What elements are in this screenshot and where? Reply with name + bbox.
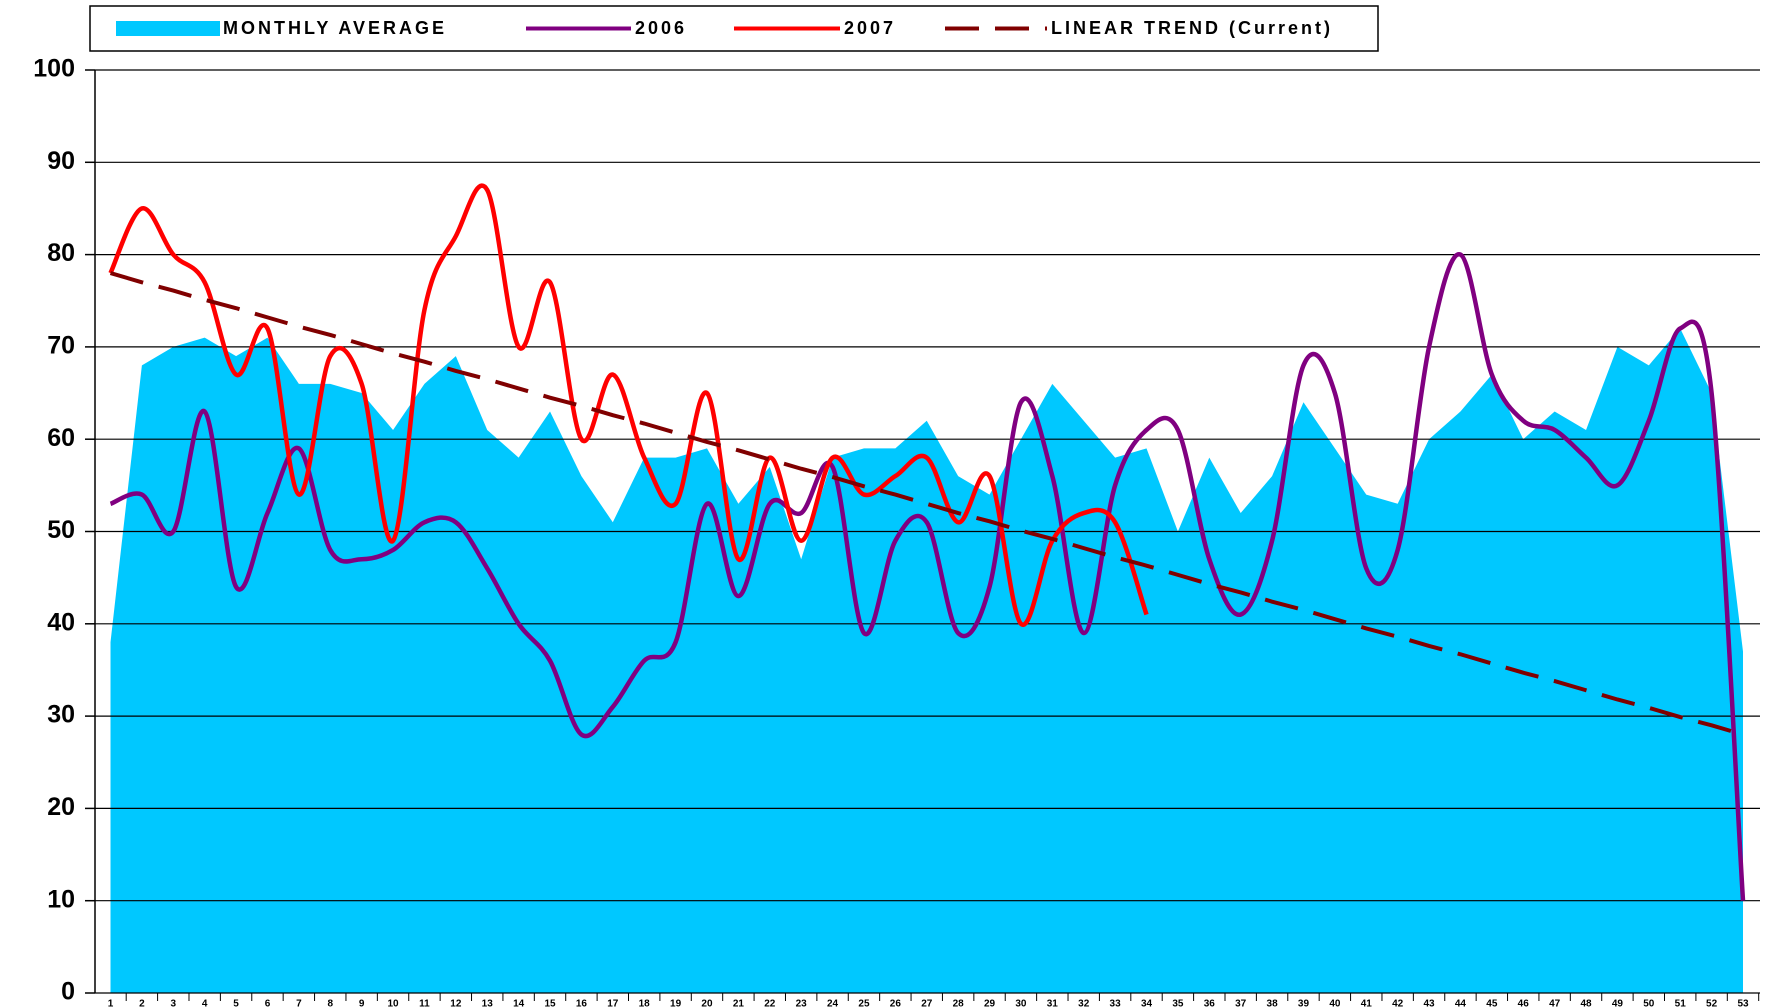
x-tick-label: 4 <box>202 999 208 1008</box>
x-tick-label: 43 <box>1423 999 1435 1008</box>
x-tick-label: 53 <box>1737 999 1749 1008</box>
x-tick-label: 31 <box>1047 999 1059 1008</box>
x-tick-label: 26 <box>890 999 902 1008</box>
x-tick-label: 3 <box>171 999 177 1008</box>
area <box>110 328 1743 993</box>
y-tick-label: 0 <box>61 978 75 1006</box>
legend-label: 2006 <box>635 18 687 38</box>
x-tick-label: 2 <box>139 999 145 1008</box>
x-tick-label: 49 <box>1612 999 1624 1008</box>
x-tick-label: 22 <box>764 999 776 1008</box>
x-tick-label: 17 <box>607 999 619 1008</box>
legend-label: 2007 <box>844 18 896 38</box>
x-tick-label: 13 <box>482 999 494 1008</box>
x-tick-label: 33 <box>1110 999 1122 1008</box>
x-tick-label: 30 <box>1015 999 1027 1008</box>
line <box>109 252 1746 901</box>
y-tick-label: 70 <box>47 332 75 360</box>
x-tick-label: 45 <box>1486 999 1498 1008</box>
x-tick-label: 5 <box>233 999 239 1008</box>
y-tick-label: 10 <box>47 885 75 913</box>
y-tick-label: 90 <box>47 147 75 175</box>
x-tick-label: 34 <box>1141 999 1153 1008</box>
x-tick-label: 9 <box>359 999 365 1008</box>
x-tick-label: 19 <box>670 999 682 1008</box>
x-tick-label: 11 <box>419 999 430 1008</box>
x-tick-label: 10 <box>387 999 399 1008</box>
x-tick-label: 16 <box>576 999 588 1008</box>
x-tick-label: 32 <box>1078 999 1090 1008</box>
x-tick-label: 29 <box>984 999 996 1008</box>
x-tick-label: 12 <box>450 999 462 1008</box>
x-tick-label: 15 <box>544 999 556 1008</box>
y-tick-label: 40 <box>47 608 75 636</box>
x-tick-label: 40 <box>1329 999 1341 1008</box>
x-tick-label: 6 <box>265 999 271 1008</box>
x-tick-label: 39 <box>1298 999 1310 1008</box>
x-tick-label: 27 <box>921 999 933 1008</box>
x-tick-label: 25 <box>858 999 870 1008</box>
line <box>108 183 1149 627</box>
x-tick-label: 51 <box>1675 999 1687 1008</box>
y-tick-label: 80 <box>47 239 75 267</box>
legend-label: LINEAR TREND (Current) <box>1051 18 1333 38</box>
x-tick-label: 7 <box>296 999 302 1008</box>
x-tick-label: 47 <box>1549 999 1561 1008</box>
x-tick-label: 18 <box>639 999 651 1008</box>
x-tick-label: 23 <box>796 999 808 1008</box>
x-tick-label: 35 <box>1172 999 1184 1008</box>
y-tick-label: 50 <box>47 516 75 544</box>
x-tick-label: 24 <box>827 999 839 1008</box>
x-tick-label: 48 <box>1580 999 1592 1008</box>
x-tick-label: 14 <box>513 999 525 1008</box>
x-tick-label: 52 <box>1706 999 1718 1008</box>
x-tick-label: 50 <box>1643 999 1655 1008</box>
x-tick-label: 1 <box>108 999 114 1008</box>
x-tick-label: 41 <box>1361 999 1373 1008</box>
legend-swatch <box>116 21 220 36</box>
y-tick-label: 30 <box>47 701 75 729</box>
y-tick-label: 60 <box>47 424 75 452</box>
x-tick-label: 28 <box>953 999 965 1008</box>
x-tick-label: 21 <box>733 999 745 1008</box>
x-tick-label: 42 <box>1392 999 1404 1008</box>
x-tick-label: 8 <box>327 999 333 1008</box>
x-tick-label: 20 <box>701 999 713 1008</box>
x-tick-label: 44 <box>1455 999 1467 1008</box>
x-tick-label: 38 <box>1267 999 1279 1008</box>
x-tick-label: 46 <box>1518 999 1530 1008</box>
x-tick-label: 37 <box>1235 999 1247 1008</box>
trend-line <box>109 271 1744 737</box>
y-tick-label: 20 <box>47 793 75 821</box>
x-tick-label: 36 <box>1204 999 1216 1008</box>
legend-label: MONTHLY AVERAGE <box>223 18 447 38</box>
y-tick-label: 100 <box>33 55 75 83</box>
